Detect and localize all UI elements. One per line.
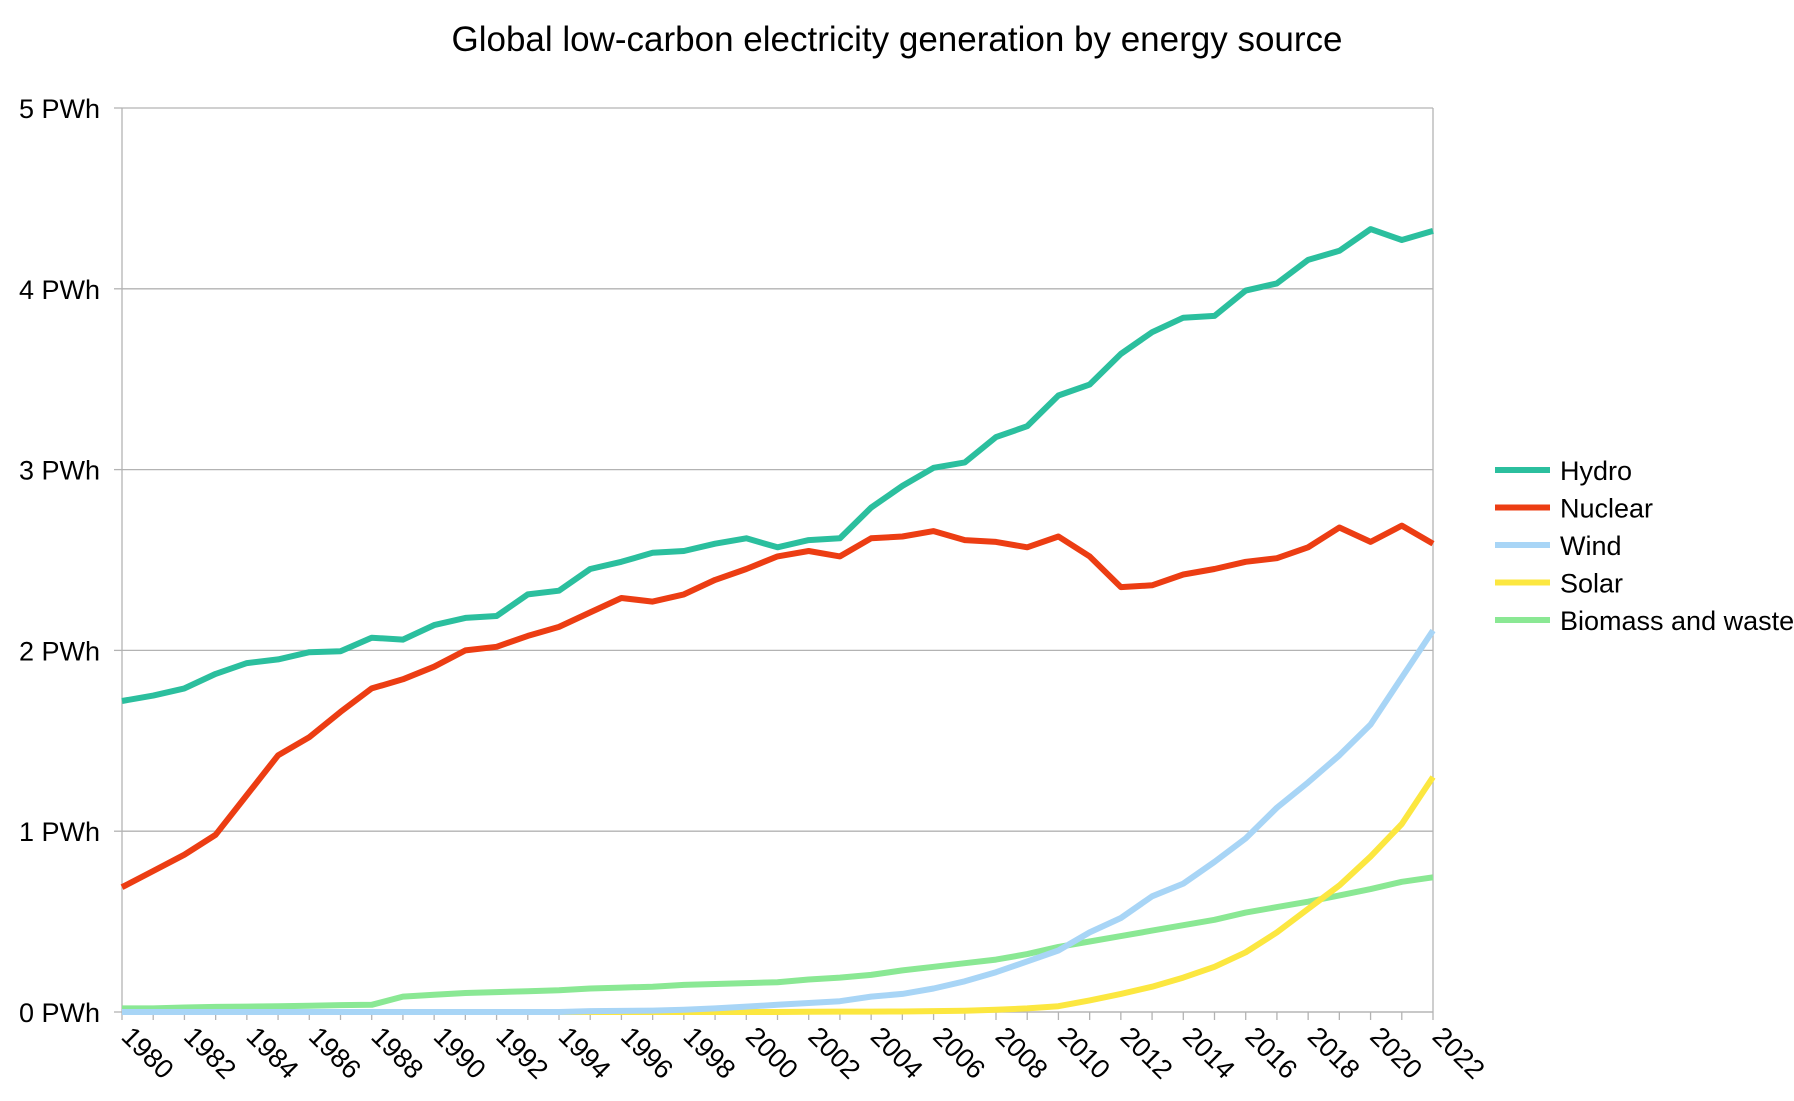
y-tick-label-3: 3 PWh (19, 456, 100, 486)
x-tick-label-11: 2002 (802, 1021, 866, 1085)
x-tick-label-6: 1992 (490, 1021, 554, 1085)
legend-label-biomass-and-waste: Biomass and waste (1560, 606, 1794, 636)
x-tick-label-13: 2006 (927, 1021, 991, 1085)
x-tick-label-21: 2022 (1427, 1021, 1491, 1085)
x-tick-label-20: 2020 (1364, 1021, 1428, 1085)
x-tick-label-7: 1994 (553, 1021, 617, 1085)
x-tick-label-19: 2018 (1302, 1021, 1366, 1085)
y-tick-label-1: 1 PWh (19, 817, 100, 847)
x-tick-label-5: 1990 (428, 1021, 492, 1085)
x-tick-label-14: 2008 (990, 1021, 1054, 1085)
x-tick-label-10: 2000 (740, 1021, 804, 1085)
x-tick-label-0: 1980 (116, 1021, 180, 1085)
y-tick-label-2: 2 PWh (19, 636, 100, 666)
x-tick-label-8: 1996 (615, 1021, 679, 1085)
grid (122, 107, 1433, 1013)
series-line-wind (122, 628, 1436, 1015)
series-line-nuclear (120, 522, 1435, 890)
legend-label-hydro: Hydro (1560, 456, 1632, 486)
x-tick-label-1: 1982 (178, 1021, 242, 1085)
y-tick-label-5: 5 PWh (19, 94, 100, 124)
series-line-solar (122, 775, 1436, 1015)
legend-label-nuclear: Nuclear (1560, 494, 1653, 524)
x-tick-label-12: 2004 (865, 1021, 929, 1085)
x-tick-label-16: 2012 (1115, 1021, 1179, 1085)
x-tick-label-9: 1998 (678, 1021, 742, 1085)
series-line-biomass-and-waste (122, 874, 1434, 1012)
legend-label-wind: Wind (1560, 531, 1622, 561)
series-lines (120, 226, 1436, 1015)
x-tick-label-2: 1984 (241, 1021, 305, 1085)
legend: Hydro Nuclear Wind Solar Biomass and waste (1495, 456, 1794, 636)
x-tick-label-15: 2010 (1052, 1021, 1116, 1085)
x-tick-label-18: 2016 (1239, 1021, 1303, 1085)
y-tick-label-0: 0 PWh (19, 998, 100, 1028)
series-line-hydro (121, 226, 1434, 704)
x-tick-label-4: 1988 (365, 1021, 429, 1085)
x-tick-label-17: 2014 (1177, 1021, 1241, 1085)
x-tick-label-3: 1986 (303, 1021, 367, 1085)
chart-title: Global low-carbon electricity generation… (451, 20, 1342, 59)
y-tick-label-4: 4 PWh (19, 275, 100, 305)
legend-label-solar: Solar (1560, 569, 1623, 599)
